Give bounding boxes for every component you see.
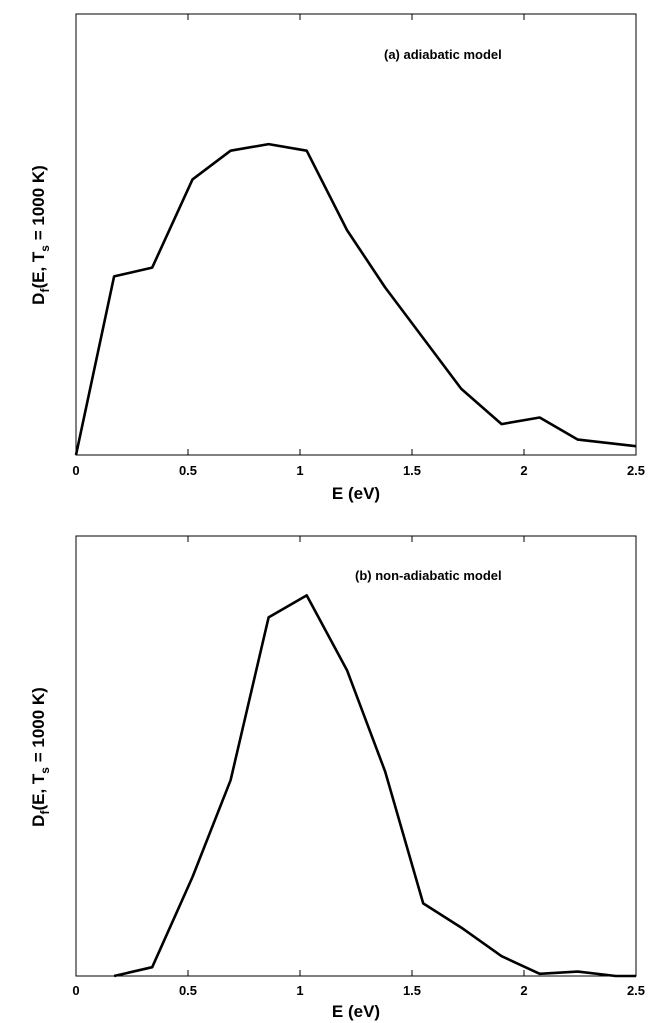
plot-frame-b bbox=[75, 535, 637, 977]
x-tick-labels-b: 0 0.5 1 1.5 2 2.5 bbox=[72, 983, 645, 998]
x-tick-label-b: 2 bbox=[520, 983, 527, 998]
x-ticks-a bbox=[75, 14, 637, 455]
x-tick-label-b: 2.5 bbox=[627, 983, 645, 998]
x-tick-label-a: 2 bbox=[520, 463, 527, 478]
x-tick-label-b: 1.5 bbox=[403, 983, 421, 998]
panel-a: 0 0.5 1 1.5 2 2.5 (a) adiabatic model E (eV) … bbox=[29, 13, 645, 503]
series-line-b bbox=[113, 594, 636, 978]
x-tick-label-b: 1 bbox=[296, 983, 303, 998]
x-tick-labels-a: 0 0.5 1 1.5 2 2.5 bbox=[72, 463, 645, 478]
x-axis-label-a: E (eV) bbox=[332, 484, 380, 503]
x-ticks-b bbox=[75, 536, 637, 976]
y-axis-label-a: Df(E, Ts = 1000 K) bbox=[29, 165, 52, 305]
plot-frame-a bbox=[75, 13, 637, 456]
panel-b: 0 0.5 1 1.5 2 2.5 (b) non-adiabatic model E (… bbox=[29, 535, 645, 1021]
y-axis-label-b: Df(E, Ts = 1000 K) bbox=[29, 687, 52, 827]
x-tick-label-a: 1.5 bbox=[403, 463, 421, 478]
x-tick-label-a: 0 bbox=[72, 463, 79, 478]
x-tick-label-a: 0.5 bbox=[179, 463, 197, 478]
x-axis-label-b: E (eV) bbox=[332, 1002, 380, 1021]
x-tick-label-b: 0 bbox=[72, 983, 79, 998]
x-tick-label-b: 0.5 bbox=[179, 983, 197, 998]
x-tick-label-a: 2.5 bbox=[627, 463, 645, 478]
annotation-a: (a) adiabatic model bbox=[384, 47, 502, 62]
annotation-b: (b) non-adiabatic model bbox=[355, 568, 502, 583]
x-tick-label-a: 1 bbox=[296, 463, 303, 478]
series-line-a bbox=[74, 142, 637, 456]
